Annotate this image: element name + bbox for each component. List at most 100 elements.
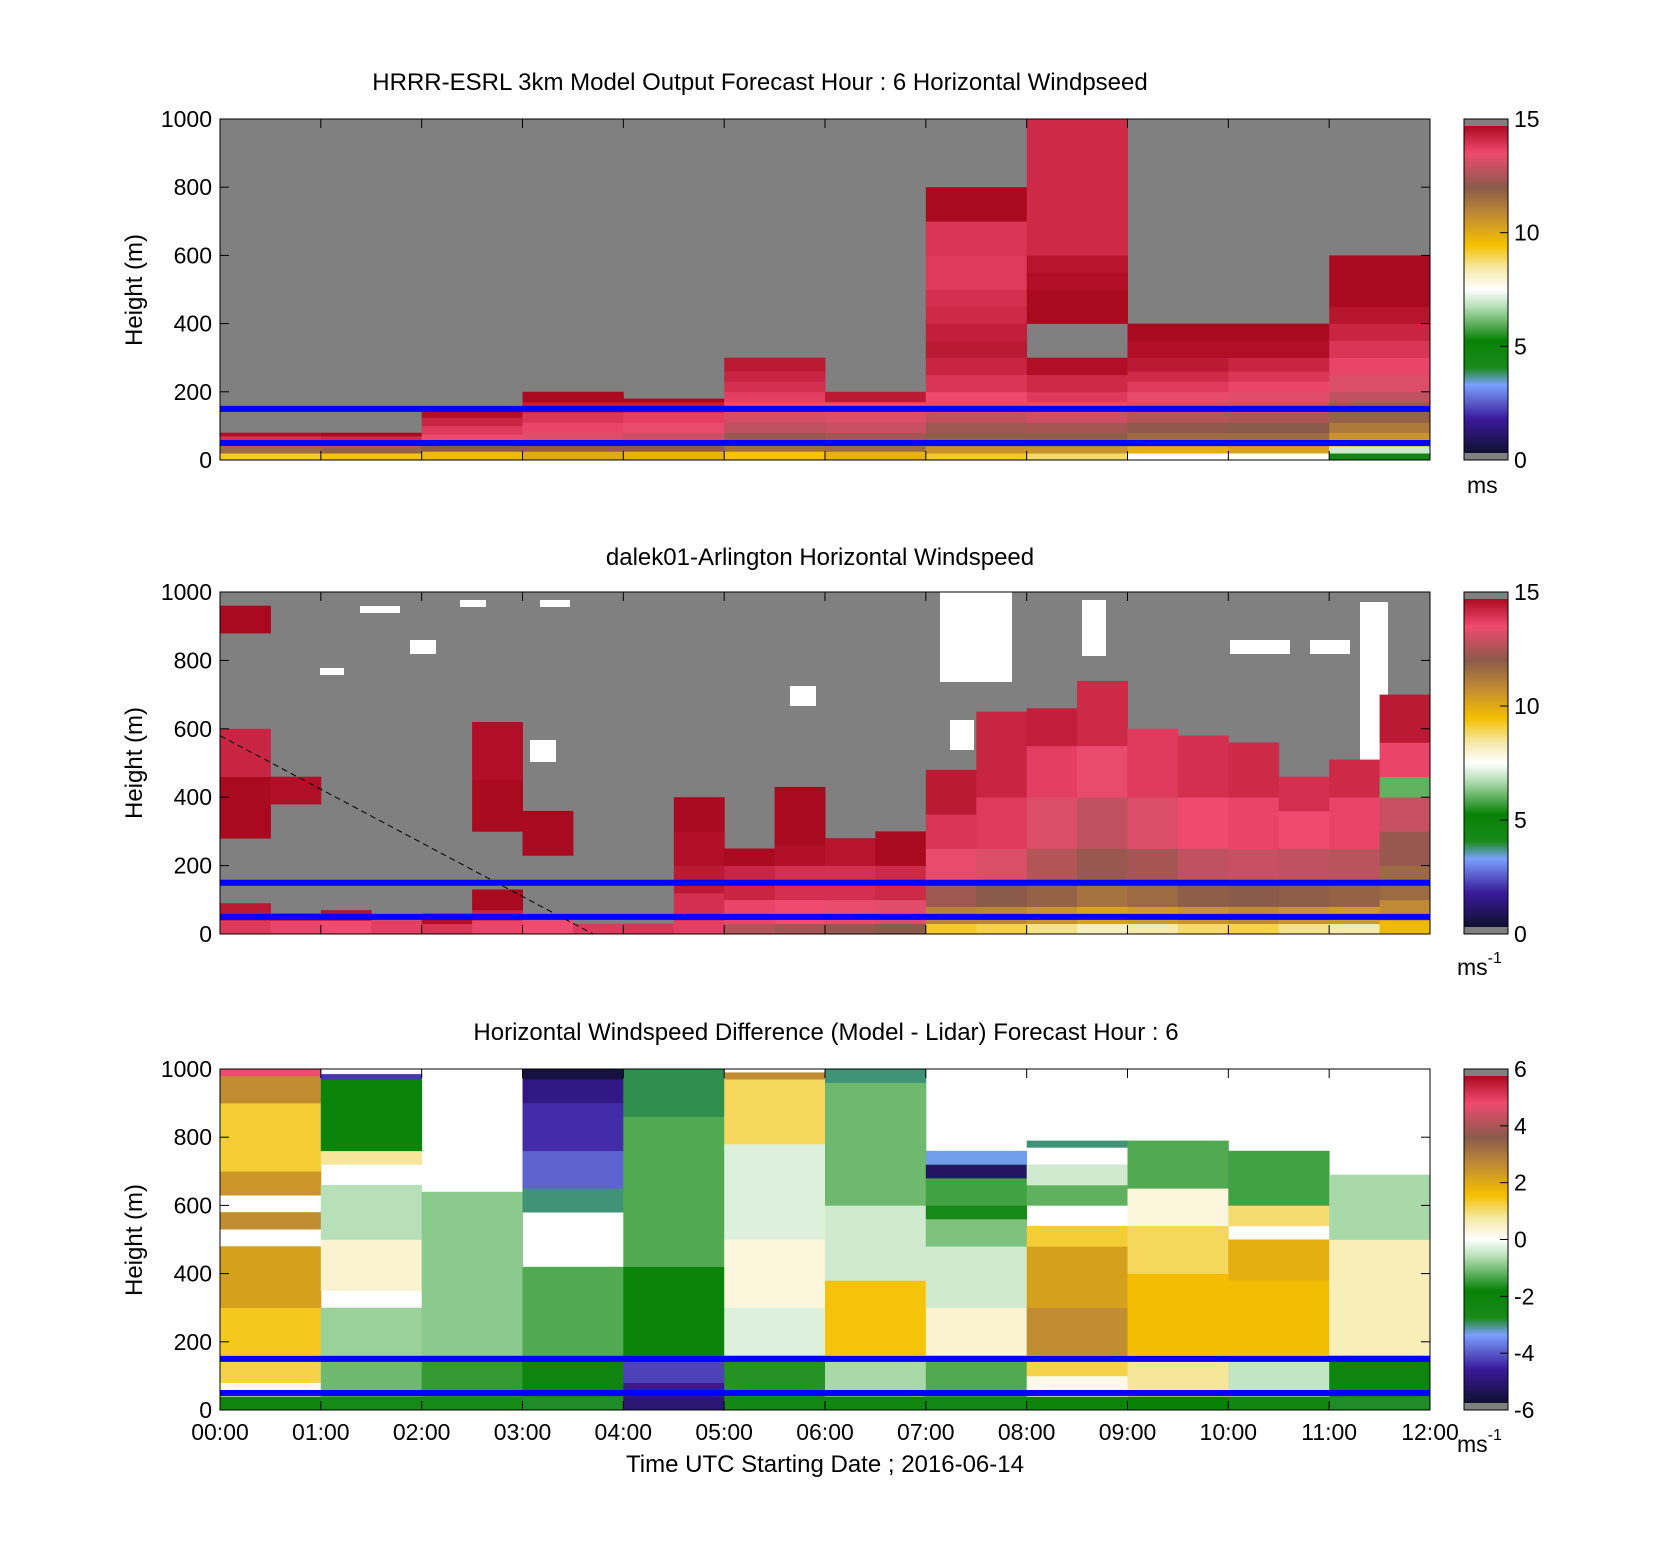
heatmap-cell [925,221,1028,256]
heatmap-cell [1228,797,1280,849]
heatmap-cell [1026,412,1128,423]
heatmap-cell [1329,797,1381,849]
lidar-gap [940,592,1012,682]
model-colorbar-gradient [1463,118,1509,461]
heatmap-cell [925,1164,1028,1179]
heatmap-cell [1228,371,1330,382]
heatmap-cell [1026,289,1128,307]
model-ylabel: Height (m) [121,234,148,346]
heatmap-cell [623,1116,725,1267]
heatmap-cell [825,422,927,433]
heatmap-cell [1077,923,1128,935]
heatmap-cell [825,1069,927,1083]
colorbar-tick-label: 0 [1514,447,1527,473]
heatmap-cell [1026,432,1128,440]
heatmap-cell [1228,1205,1330,1227]
heatmap-cell [925,1307,1028,1356]
heatmap-cell [1127,848,1179,883]
colorbar-tick-label: 4 [1514,1113,1527,1139]
heatmap-cell [1329,453,1431,461]
heatmap-cell [976,923,1028,935]
x-tick-label: 06:00 [796,1419,854,1445]
heatmap-cell [421,1396,523,1411]
heatmap-cell [825,1355,927,1397]
heatmap-cell [1026,255,1128,273]
x-tick-label: 01:00 [292,1419,350,1445]
heatmap-cell [825,412,927,423]
heatmap-cell [1127,882,1179,907]
heatmap-cell [320,446,423,454]
colorbar-tick-label: -6 [1514,1397,1534,1423]
heatmap-cell [1026,446,1128,454]
heatmap-cell [925,255,1028,290]
heatmap-cell [925,923,977,935]
heatmap-cell [1379,831,1431,866]
heatmap-cell [1026,453,1128,461]
lidar-gap [530,740,556,762]
lidar-colorbar-gradient [1463,591,1509,935]
heatmap-cell [1127,923,1179,935]
model-colorbar: 0 5 10 15 ms [1463,106,1540,498]
heatmap-cell [1127,381,1229,393]
heatmap-cell [724,1396,826,1411]
heatmap-cell [1127,340,1229,358]
heatmap-cell [1177,882,1229,907]
heatmap-cell [724,899,776,924]
lidar-colorbar-unit: ms-1 [1457,950,1502,980]
heatmap-cell [724,432,826,444]
heatmap-cell [724,1355,826,1397]
heatmap-cell [925,848,977,883]
heatmap-cell [522,451,624,461]
difference-cells [220,1069,1431,1411]
heatmap-cell [925,306,1028,324]
heatmap-cell [673,831,725,866]
heatmap-cell [825,1280,927,1356]
heatmap-cell [976,848,1028,883]
heatmap-cell [1329,848,1381,883]
x-tick-label: 04:00 [595,1419,653,1445]
heatmap-cell [1127,357,1229,372]
difference-colorbar-ticks: -6 -4 -2 0 2 4 6 [1500,1056,1535,1423]
heatmap-cell [774,899,826,924]
heatmap-cell [1026,1140,1128,1148]
heatmap-cell [522,442,624,452]
difference-title: Horizontal Windspeed Difference (Model -… [473,1019,1178,1046]
y-tick-label: 0 [199,447,212,473]
lidar-panel: dalek01-Arlington Horizontal Windspeed 0… [121,544,1540,980]
heatmap-cell [1026,119,1128,256]
heatmap-cell [1228,323,1330,341]
heatmap-cell [623,1069,725,1117]
heatmap-cell [220,1103,322,1172]
heatmap-cell [1228,882,1280,907]
heatmap-cell [522,1355,624,1397]
heatmap-cell [320,1184,423,1240]
heatmap-cell [925,1246,1028,1308]
heatmap-cell [522,412,624,423]
heatmap-cell [1228,422,1330,433]
heatmap-cell [320,1079,423,1152]
heatmap-cell [1228,453,1330,461]
lidar-gap [1310,640,1350,654]
heatmap-cell [1127,1188,1229,1227]
heatmap-cell [220,432,322,437]
difference-reference-lines [220,1355,1430,1396]
heatmap-cell [925,412,1028,423]
heatmap-cell [1329,432,1431,440]
heatmap-cell [1228,1355,1330,1397]
heatmap-cell [1329,759,1381,798]
heatmap-cell [320,1396,423,1411]
heatmap-cell [774,786,826,846]
y-tick-label: 200 [174,853,212,879]
heatmap-cell [1329,340,1431,358]
heatmap-cell [1177,735,1229,798]
heatmap-cell [724,371,826,382]
heatmap-cell [220,605,271,634]
heatmap-cell [925,323,1028,341]
heatmap-cell [976,797,1028,849]
heatmap-cell [925,1396,1028,1411]
heatmap-cell [220,1307,322,1356]
heatmap-cell [825,1205,927,1281]
heatmap-cell [1077,745,1128,798]
heatmap-cell [1379,742,1431,777]
